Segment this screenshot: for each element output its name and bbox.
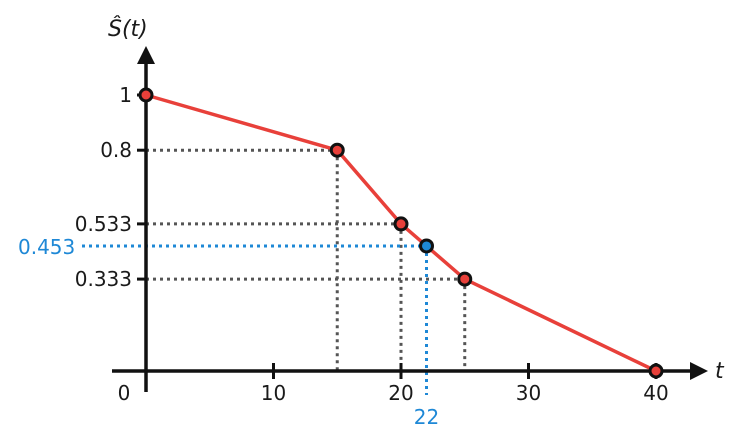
highlight-point [419, 238, 434, 254]
x-tick-label: 40 [643, 381, 668, 405]
data-point [329, 142, 345, 158]
x-tick-label: 10 [261, 381, 286, 405]
data-point [457, 271, 473, 287]
y-axis-arrow [137, 46, 155, 64]
guide-lines [146, 148, 467, 371]
highlight-y-label: 0.453 [18, 235, 75, 259]
y-axis-title: Ŝ(t) [108, 16, 148, 42]
data-point [138, 87, 154, 103]
x-ticks: 0 10 20 30 40 [118, 363, 669, 405]
data-points [138, 87, 664, 379]
x-axis-arrow [690, 362, 708, 380]
y-tick-label: 0.8 [100, 138, 132, 162]
x-tick-label: 0 [118, 381, 131, 405]
data-point [393, 216, 409, 232]
y-tick-label: 0.533 [75, 212, 132, 236]
y-tick-label: 0.333 [75, 267, 132, 291]
y-ticks: 1 0.8 0.533 0.333 [75, 83, 147, 291]
x-tick-label: 30 [516, 381, 541, 405]
data-point [648, 363, 664, 379]
highlight-marks: 0.453 22 [18, 235, 439, 429]
x-axis-title: t [715, 359, 725, 384]
highlight-guide-lines [82, 244, 428, 395]
y-tick-label: 1 [119, 83, 132, 107]
highlight-x-label: 22 [414, 405, 439, 429]
axes [112, 46, 708, 392]
x-tick-label: 20 [388, 381, 413, 405]
